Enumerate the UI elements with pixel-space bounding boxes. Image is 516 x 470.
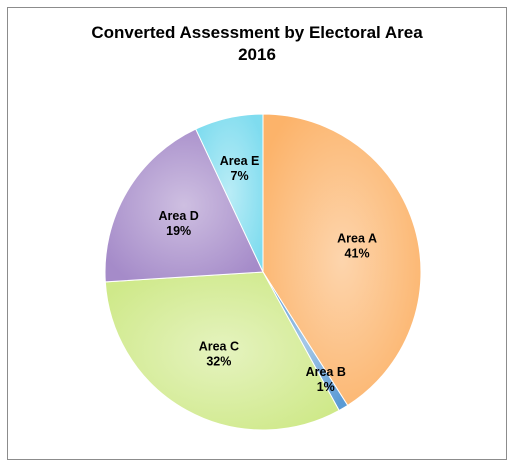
- slice-category-label: Area D: [159, 209, 199, 223]
- pie-slice-area-e: [195, 113, 264, 273]
- chart-title-line1: Converted Assessment by Electoral Area: [91, 23, 423, 42]
- slice-label-area-b: Area B 1%: [306, 365, 346, 394]
- chart-title-line2: 2016: [238, 45, 276, 64]
- slice-value-label: 32%: [206, 354, 231, 368]
- slice-value-label: 41%: [345, 247, 370, 261]
- slice-value-label: 19%: [166, 224, 191, 238]
- slice-category-label: Area C: [199, 339, 239, 353]
- slice-category-label: Area E: [220, 154, 260, 168]
- chart-title: Converted Assessment by Electoral Area 2…: [8, 22, 506, 66]
- pie-slice-area-c: [104, 271, 340, 431]
- slice-label-area-e: Area E 7%: [220, 154, 260, 183]
- slice-label-area-c: Area C 32%: [199, 339, 239, 368]
- slice-label-area-a: Area A 41%: [337, 232, 377, 261]
- slice-category-label: Area A: [337, 232, 377, 246]
- slice-label-area-d: Area D 19%: [159, 209, 199, 238]
- pie-slice-area-a: [262, 113, 422, 407]
- slice-category-label: Area B: [306, 365, 346, 379]
- pie-slice-area-d: [104, 128, 264, 283]
- slice-value-label: 7%: [231, 169, 249, 183]
- slice-value-label: 1%: [317, 380, 335, 394]
